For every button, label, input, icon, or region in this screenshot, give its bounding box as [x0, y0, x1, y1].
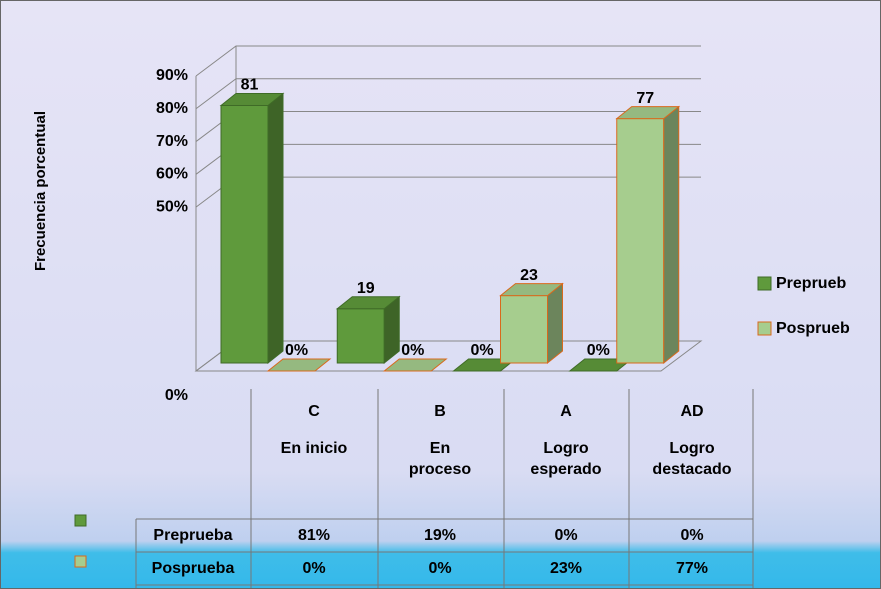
table-cell: 0%: [554, 527, 577, 544]
y-tick-label: 90%: [156, 67, 188, 84]
table-cell: 77%: [676, 560, 708, 577]
category-code: C: [308, 403, 320, 420]
category-name: En inicio: [280, 440, 348, 457]
data-label: 0%: [470, 342, 493, 359]
data-label: 0%: [285, 342, 308, 359]
table-cell: 0%: [302, 560, 325, 577]
table-cell: 0%: [680, 527, 703, 544]
y-tick-label: 60%: [156, 166, 188, 183]
data-label: 0%: [401, 342, 424, 359]
bar-front: [616, 118, 665, 364]
data-label: 77: [636, 90, 654, 107]
category-name: Logro destacado: [652, 440, 732, 478]
bar-top: [615, 106, 681, 120]
data-label: 0%: [587, 342, 610, 359]
bar-top: [219, 93, 285, 106]
table-cell: 0%: [428, 560, 451, 577]
table-row-header: Preprueba: [153, 527, 232, 544]
table-row-header: Posprueba: [152, 560, 235, 577]
grid-line: [195, 78, 701, 110]
bar-top: [499, 283, 564, 297]
y-axis-label: Frecuencia porcentual: [32, 111, 49, 271]
legend-label: Preprueb: [776, 275, 846, 292]
category-name: En proceso: [408, 440, 472, 478]
bar-front: [220, 105, 269, 364]
category-code: B: [434, 403, 446, 420]
y-tick-label: 70%: [156, 133, 188, 150]
bar-top: [266, 358, 332, 372]
bar-side: [267, 92, 284, 365]
bar-top: [382, 358, 448, 372]
legend-swatch: [757, 276, 772, 291]
bar-side: [663, 105, 680, 365]
category-code: A: [560, 403, 572, 420]
bar-side: [547, 282, 563, 365]
table-cell: 81%: [298, 527, 330, 544]
data-label: 81: [241, 77, 259, 94]
y-tick-label: 0%: [165, 387, 188, 404]
data-label: 23: [520, 267, 538, 284]
table-cell: 23%: [550, 560, 582, 577]
data-label: 19: [357, 280, 375, 297]
bar-front: [500, 295, 548, 364]
bar-front: [336, 308, 385, 364]
category-code: AD: [680, 403, 704, 420]
bar-top: [335, 296, 401, 310]
table-cell: 19%: [424, 527, 456, 544]
legend-swatch: [757, 321, 772, 336]
y-tick-label: 50%: [156, 198, 188, 215]
table-key: [74, 514, 87, 527]
table-key: [74, 555, 87, 568]
grid-line: [195, 45, 701, 77]
y-tick-label: 80%: [156, 100, 188, 117]
category-name: Logro esperado: [530, 440, 602, 478]
legend-label: Posprueb: [776, 320, 850, 337]
